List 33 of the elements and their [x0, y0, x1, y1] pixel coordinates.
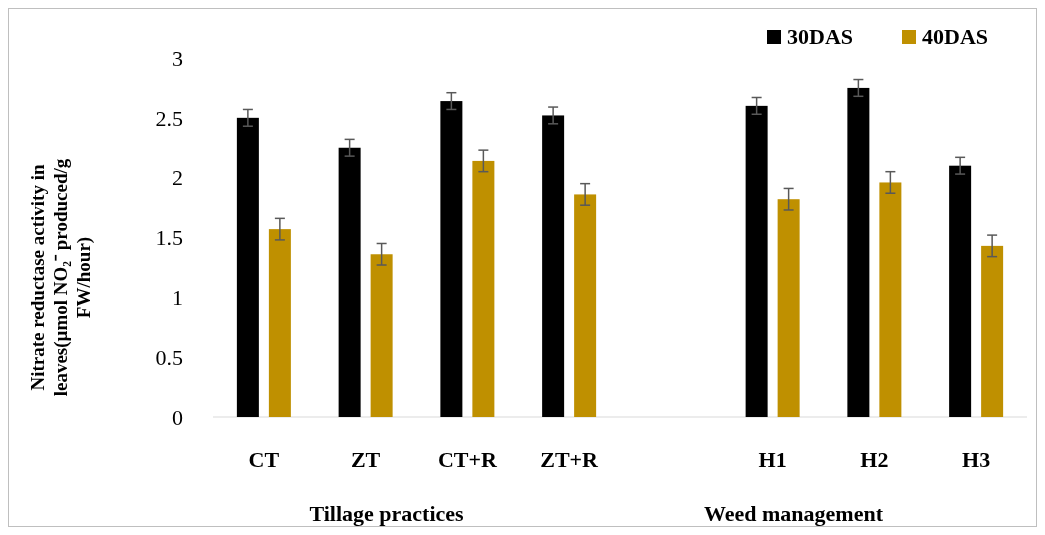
bar: [981, 245, 1004, 417]
bar: [370, 254, 393, 417]
bar: [440, 101, 463, 417]
bar: [574, 194, 597, 417]
x-tick-label: CT: [248, 447, 280, 472]
y-tick-label: 2.5: [155, 105, 183, 131]
bar: [236, 117, 259, 417]
bar: [542, 115, 565, 417]
x-tick-label: ZT+R: [540, 447, 600, 472]
x-tick-label: H2: [860, 447, 889, 472]
x-tick-label: H1: [758, 447, 787, 472]
bar: [879, 182, 902, 417]
bar: [847, 87, 870, 417]
text: Tillage practices: [309, 501, 465, 526]
legend-label: 40DAS: [922, 24, 989, 49]
bar: [949, 165, 972, 417]
x-tick-label: H3: [962, 447, 991, 472]
y-tick-label: 0.5: [155, 344, 183, 370]
bar: [338, 147, 361, 417]
y-tick-label: 1: [172, 285, 183, 311]
bar: [777, 199, 800, 417]
y-axis-title: Nitrate reductase activity in leaves(µmol NO₂⁻ produced/g FW/hour): [27, 158, 95, 397]
bar: [745, 105, 768, 417]
y-tick-label: 0: [172, 404, 183, 430]
bar: [268, 229, 291, 417]
y-tick-label: 2: [172, 165, 183, 191]
bar: [472, 160, 495, 417]
x-tick-label: CT+R: [437, 447, 498, 472]
y-tick-label: 1.5: [155, 225, 183, 251]
text: Weed management: [703, 501, 884, 526]
y-tick-label: 3: [172, 45, 183, 71]
x-tick-label: ZT: [350, 447, 381, 472]
legend-label: 30DAS: [787, 24, 854, 49]
